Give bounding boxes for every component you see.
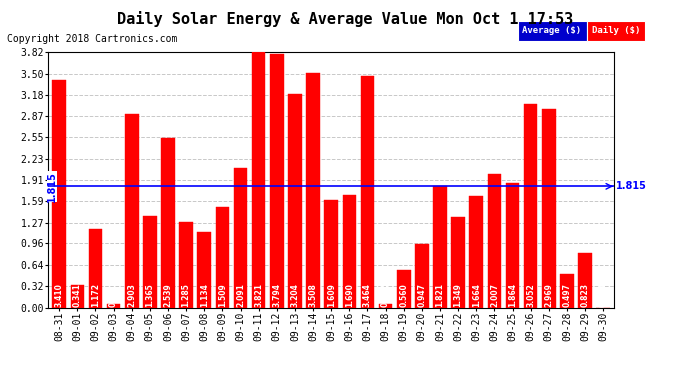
Text: 3.410: 3.410 [55,283,63,307]
Bar [506,183,520,308]
Bar [88,229,102,308]
Text: 1.815: 1.815 [47,171,57,202]
Text: 2.091: 2.091 [236,283,245,307]
Text: 1.349: 1.349 [453,283,462,307]
Text: 0.560: 0.560 [400,283,408,307]
Text: 1.509: 1.509 [218,283,227,307]
Bar [542,109,555,307]
Text: 2.007: 2.007 [490,283,499,307]
Text: 0.947: 0.947 [417,283,426,307]
Text: 1.285: 1.285 [181,283,190,307]
Bar [415,244,428,308]
Text: 3.464: 3.464 [363,283,372,307]
Bar [107,304,120,307]
Text: 2.903: 2.903 [127,283,136,307]
Bar [524,104,538,308]
Bar [397,270,411,308]
Text: 0.051: 0.051 [109,283,118,307]
Bar [288,94,302,308]
Text: 0.341: 0.341 [73,283,82,307]
Text: 0.000: 0.000 [599,283,608,307]
Text: 1.864: 1.864 [508,283,517,307]
Bar [342,195,356,308]
Bar [234,168,247,308]
Bar [578,252,592,308]
Text: 3.794: 3.794 [273,283,282,307]
Text: Daily Solar Energy & Average Value Mon Oct 1 17:53: Daily Solar Energy & Average Value Mon O… [117,11,573,27]
Bar [270,54,284,307]
Bar [560,274,574,308]
Text: 3.204: 3.204 [290,283,299,307]
Bar [433,186,447,308]
Bar [179,222,193,308]
Bar [215,207,229,308]
Text: 1.609: 1.609 [326,283,336,307]
Text: 2.969: 2.969 [544,283,553,307]
Text: 0.823: 0.823 [580,283,589,307]
Text: 1.815: 1.815 [616,182,647,191]
Text: Daily ($): Daily ($) [591,26,640,36]
Bar [324,200,338,308]
Text: 2.539: 2.539 [164,283,172,307]
Bar [125,114,139,308]
Text: Average ($): Average ($) [522,26,582,36]
Text: 1.365: 1.365 [146,283,155,307]
Bar [161,138,175,308]
Text: 1.172: 1.172 [91,283,100,307]
Bar [379,304,393,307]
Bar [52,80,66,308]
Text: 1.664: 1.664 [472,283,481,307]
Text: 3.052: 3.052 [526,283,535,307]
Text: 1.821: 1.821 [435,283,444,307]
Text: 3.508: 3.508 [308,283,317,307]
Bar [143,216,157,308]
Text: 0.497: 0.497 [562,283,571,307]
Text: Copyright 2018 Cartronics.com: Copyright 2018 Cartronics.com [7,34,177,44]
Text: 1.134: 1.134 [200,283,209,307]
Text: 1.690: 1.690 [345,283,354,307]
Text: 0.052: 0.052 [381,283,390,307]
Bar [306,74,320,308]
Bar [361,76,374,308]
Bar [252,53,266,308]
Bar [488,174,501,308]
Bar [451,217,465,308]
Bar [70,285,84,308]
Bar [469,196,483,308]
Bar [197,232,211,308]
Text: 3.821: 3.821 [254,283,263,307]
